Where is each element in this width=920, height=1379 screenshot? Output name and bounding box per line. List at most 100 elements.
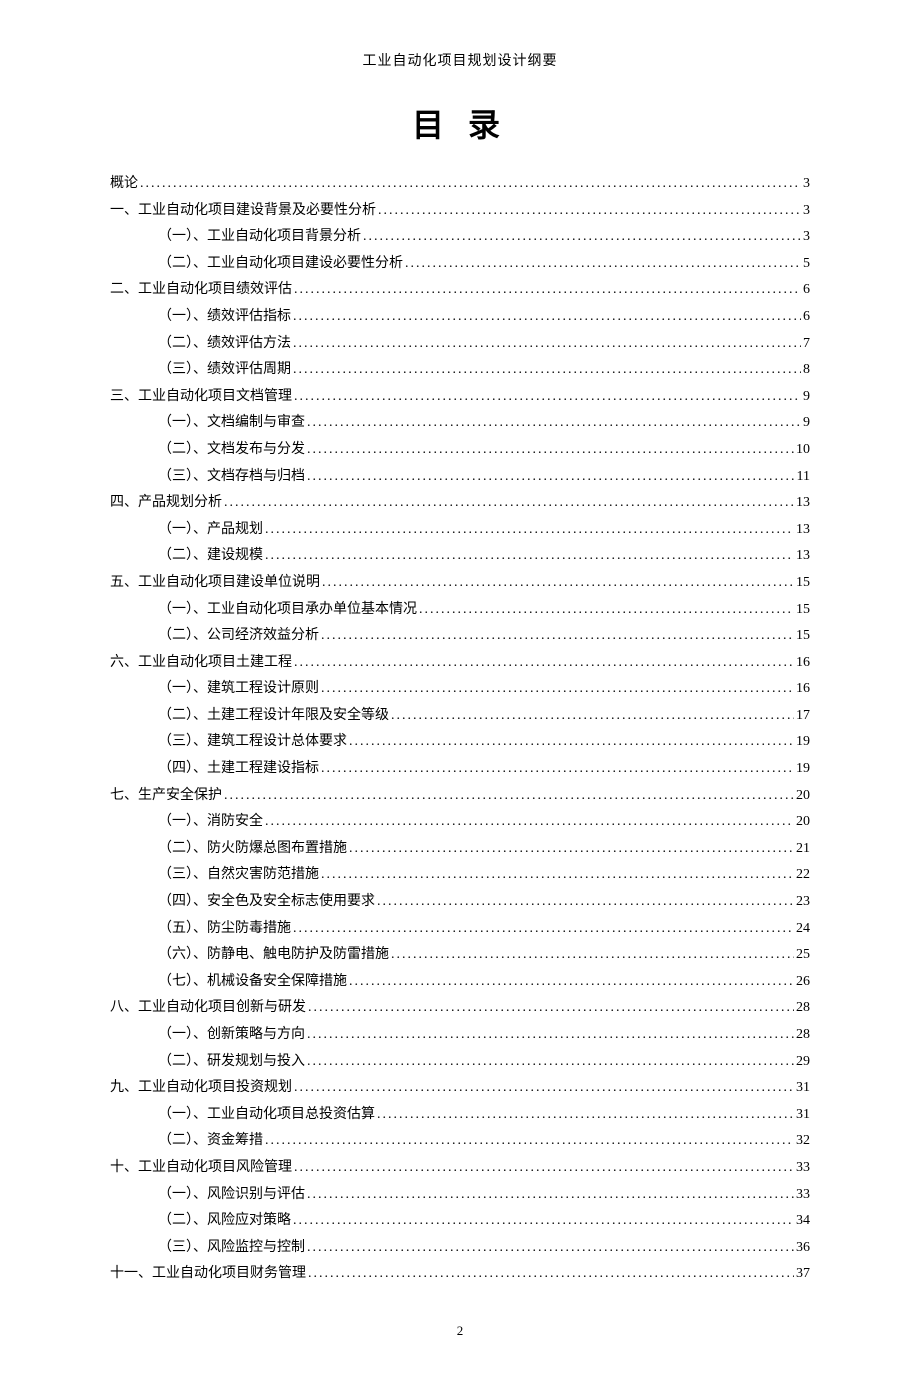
- toc-dots: [294, 277, 801, 304]
- toc-container: 概论3一、工业自动化项目建设背景及必要性分析3（一）、工业自动化项目背景分析3（…: [110, 171, 810, 1288]
- toc-entry[interactable]: （二）、建设规模 13: [110, 543, 810, 570]
- page-number: 2: [110, 1323, 810, 1339]
- toc-entry[interactable]: （一）、工业自动化项目背景分析3: [110, 224, 810, 251]
- toc-entry-page: 23: [796, 889, 810, 916]
- toc-entry-page: 31: [796, 1102, 810, 1129]
- toc-entry-page: 13: [796, 490, 810, 517]
- toc-entry[interactable]: （三）、风险监控与控制36: [110, 1235, 810, 1262]
- toc-entry-label: （三）、建筑工程设计总体要求: [158, 729, 347, 756]
- toc-entry-page: 3: [803, 171, 810, 198]
- toc-entry[interactable]: 三、工业自动化项目文档管理 9: [110, 384, 810, 411]
- toc-entry-page: 6: [803, 304, 810, 331]
- toc-entry[interactable]: 五、工业自动化项目建设单位说明15: [110, 570, 810, 597]
- toc-entry-label: （三）、绩效评估周期: [158, 357, 291, 384]
- toc-entry[interactable]: （四）、安全色及安全标志使用要求 23: [110, 889, 810, 916]
- toc-entry-label: （七）、机械设备安全保障措施: [158, 969, 347, 996]
- toc-entry[interactable]: （二）、文档发布与分发10: [110, 437, 810, 464]
- document-header-title: 工业自动化项目规划设计纲要: [110, 50, 810, 70]
- toc-entry-label: （一）、绩效评估指标: [158, 304, 291, 331]
- toc-entry[interactable]: （七）、机械设备安全保障措施 26: [110, 969, 810, 996]
- toc-entry-page: 9: [803, 410, 810, 437]
- toc-entry-label: （二）、防火防爆总图布置措施: [158, 836, 347, 863]
- toc-entry-page: 31: [796, 1075, 810, 1102]
- toc-entry[interactable]: （二）、风险应对策略34: [110, 1208, 810, 1235]
- toc-entry-label: （一）、工业自动化项目总投资估算: [158, 1102, 375, 1129]
- toc-dots: [224, 490, 794, 517]
- toc-dots: [265, 517, 794, 544]
- toc-entry[interactable]: （二）、公司经济效益分析 15: [110, 623, 810, 650]
- toc-entry-page: 5: [803, 251, 810, 278]
- toc-entry-page: 15: [796, 623, 810, 650]
- toc-entry[interactable]: 二、工业自动化项目绩效评估6: [110, 277, 810, 304]
- toc-entry[interactable]: 一、工业自动化项目建设背景及必要性分析3: [110, 198, 810, 225]
- toc-entry-label: （二）、建设规模: [158, 543, 263, 570]
- toc-dots: [378, 198, 801, 225]
- toc-entry-label: 八、工业自动化项目创新与研发: [110, 995, 306, 1022]
- toc-entry[interactable]: （二）、资金筹措32: [110, 1128, 810, 1155]
- toc-dots: [349, 729, 794, 756]
- toc-dots: [377, 889, 794, 916]
- toc-entry[interactable]: （一）、产品规划 13: [110, 517, 810, 544]
- toc-entry-page: 26: [796, 969, 810, 996]
- toc-entry-page: 6: [803, 277, 810, 304]
- toc-entry[interactable]: （二）、工业自动化项目建设必要性分析5: [110, 251, 810, 278]
- toc-dots: [307, 1182, 794, 1209]
- toc-entry-label: 四、产品规划分析: [110, 490, 222, 517]
- toc-entry[interactable]: （一）、风险识别与评估33: [110, 1182, 810, 1209]
- toc-dots: [391, 942, 794, 969]
- toc-dots: [363, 224, 801, 251]
- toc-entry[interactable]: （五）、防尘防毒措施24: [110, 916, 810, 943]
- toc-entry[interactable]: （六）、防静电、触电防护及防雷措施25: [110, 942, 810, 969]
- toc-entry-page: 13: [796, 543, 810, 570]
- toc-entry-label: 三、工业自动化项目文档管理: [110, 384, 292, 411]
- toc-entry-page: 15: [796, 570, 810, 597]
- toc-entry-label: （二）、公司经济效益分析: [158, 623, 319, 650]
- toc-dots: [321, 676, 794, 703]
- toc-entry[interactable]: 十、工业自动化项目风险管理33: [110, 1155, 810, 1182]
- toc-dots: [419, 597, 794, 624]
- toc-entry-page: 33: [796, 1182, 810, 1209]
- toc-entry[interactable]: （四）、土建工程建设指标19: [110, 756, 810, 783]
- toc-entry-label: （二）、土建工程设计年限及安全等级: [158, 703, 389, 730]
- toc-entry-label: （一）、工业自动化项目背景分析: [158, 224, 361, 251]
- toc-entry[interactable]: （二）、研发规划与投入29: [110, 1049, 810, 1076]
- toc-entry[interactable]: 六、工业自动化项目土建工程16: [110, 650, 810, 677]
- toc-entry[interactable]: （一）、创新策略与方向28: [110, 1022, 810, 1049]
- toc-entry[interactable]: （一）、绩效评估指标 6: [110, 304, 810, 331]
- toc-entry-label: （一）、产品规划: [158, 517, 263, 544]
- toc-entry[interactable]: （三）、建筑工程设计总体要求19: [110, 729, 810, 756]
- toc-entry[interactable]: 十一、工业自动化项目财务管理37: [110, 1261, 810, 1288]
- toc-entry[interactable]: （一）、工业自动化项目总投资估算 31: [110, 1102, 810, 1129]
- toc-entry[interactable]: （一）、工业自动化项目承办单位基本情况15: [110, 597, 810, 624]
- toc-entry-page: 13: [796, 517, 810, 544]
- toc-entry[interactable]: 概论3: [110, 171, 810, 198]
- toc-entry[interactable]: 九、工业自动化项目投资规划 31: [110, 1075, 810, 1102]
- toc-entry[interactable]: （二）、土建工程设计年限及安全等级17: [110, 703, 810, 730]
- toc-entry[interactable]: 七、生产安全保护20: [110, 783, 810, 810]
- toc-entry-page: 29: [796, 1049, 810, 1076]
- toc-dots: [307, 1022, 794, 1049]
- toc-entry[interactable]: （一）、文档编制与审查9: [110, 410, 810, 437]
- toc-entry-label: （四）、安全色及安全标志使用要求: [158, 889, 375, 916]
- toc-entry[interactable]: （二）、绩效评估方法7: [110, 331, 810, 358]
- toc-entry[interactable]: （三）、绩效评估周期8: [110, 357, 810, 384]
- toc-dots: [293, 357, 801, 384]
- toc-entry-page: 28: [796, 1022, 810, 1049]
- toc-entry[interactable]: 八、工业自动化项目创新与研发28: [110, 995, 810, 1022]
- toc-entry[interactable]: （三）、自然灾害防范措施22: [110, 862, 810, 889]
- toc-entry-label: （三）、风险监控与控制: [158, 1235, 305, 1262]
- toc-entry[interactable]: （二）、防火防爆总图布置措施 21: [110, 836, 810, 863]
- toc-entry[interactable]: 四、产品规划分析 13: [110, 490, 810, 517]
- toc-entry[interactable]: （一）、建筑工程设计原则16: [110, 676, 810, 703]
- toc-entry[interactable]: （三）、文档存档与归档11: [110, 464, 810, 491]
- toc-dots: [294, 1155, 794, 1182]
- toc-entry-label: （一）、建筑工程设计原则: [158, 676, 319, 703]
- toc-dots: [307, 410, 801, 437]
- toc-dots: [224, 783, 794, 810]
- toc-entry-page: 21: [796, 836, 810, 863]
- toc-entry[interactable]: （一）、消防安全20: [110, 809, 810, 836]
- toc-entry-page: 9: [803, 384, 810, 411]
- toc-entry-label: 九、工业自动化项目投资规划: [110, 1075, 292, 1102]
- toc-dots: [321, 862, 794, 889]
- toc-entry-page: 33: [796, 1155, 810, 1182]
